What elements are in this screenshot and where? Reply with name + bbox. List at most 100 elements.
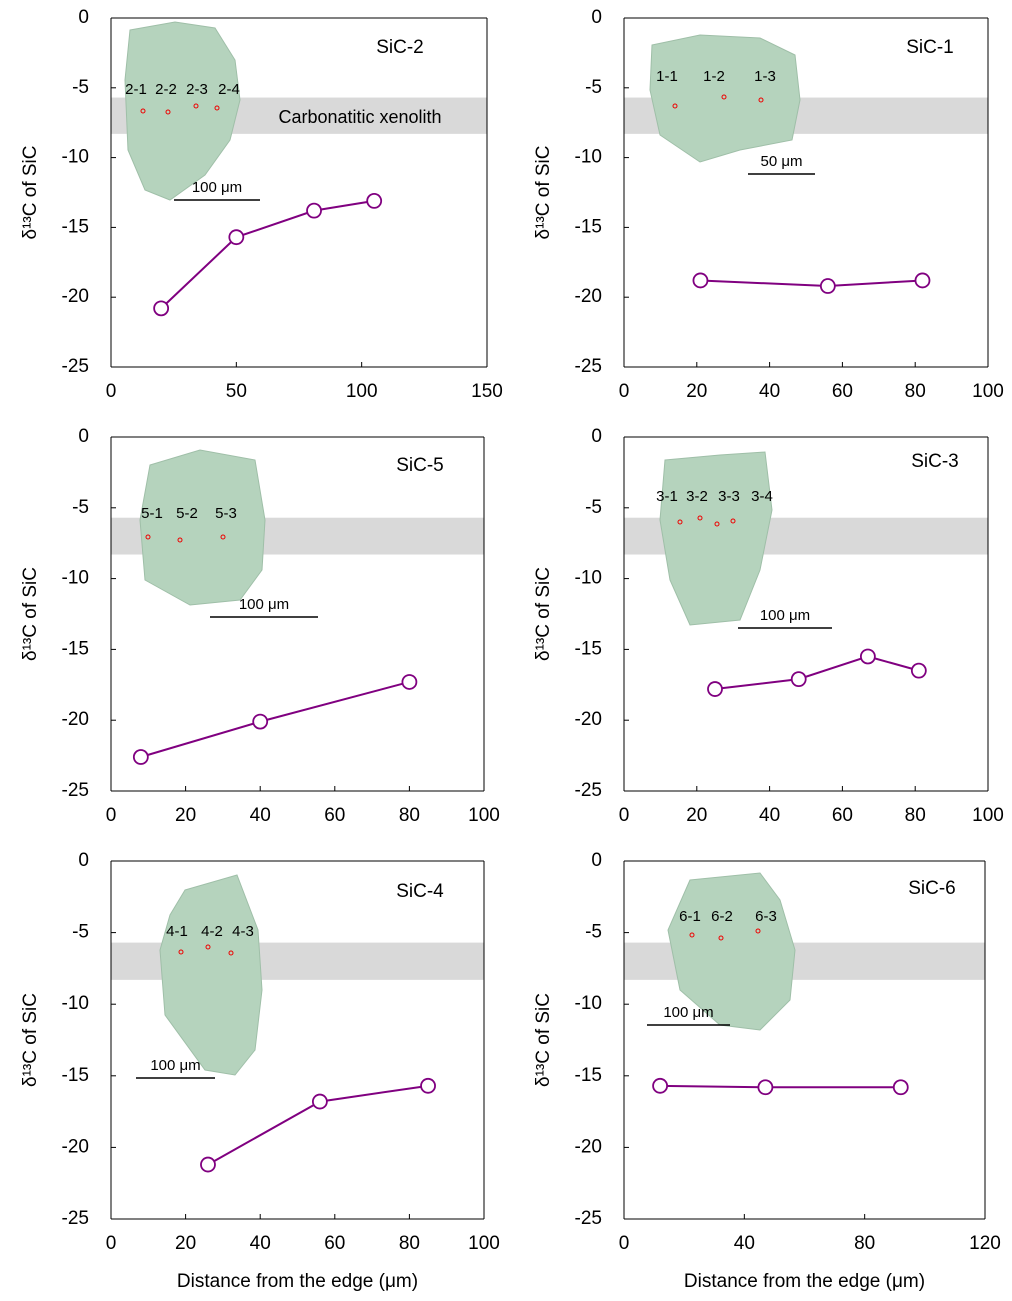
data-point	[892, 1079, 909, 1096]
spot-label: 1-3	[754, 68, 776, 85]
x-tick-label: 0	[106, 1233, 117, 1254]
data-point	[306, 202, 322, 219]
spot-label: 4-1	[166, 923, 188, 940]
grain-image	[667, 872, 796, 1031]
data-point	[790, 671, 807, 688]
x-tick-label: 0	[619, 1233, 630, 1254]
data-point	[757, 1079, 774, 1096]
y-tick-label: -20	[62, 286, 89, 307]
data-point	[132, 749, 149, 765]
analysis-spot	[214, 105, 220, 111]
scale-bar-label: 100 μm	[150, 1057, 200, 1074]
data-point	[910, 662, 927, 679]
spot-label: 6-3	[755, 908, 777, 925]
y-tick-label: -5	[585, 922, 602, 943]
analysis-spot	[228, 950, 234, 956]
y-tick-label: -20	[575, 1136, 602, 1157]
x-tick-label: 100	[468, 1233, 500, 1254]
x-tick-label: 80	[399, 805, 420, 826]
x-tick-label: 0	[106, 805, 117, 826]
y-tick-label: 0	[591, 426, 602, 447]
data-point	[914, 272, 931, 289]
x-tick-label: 0	[106, 381, 117, 402]
x-tick-label: 40	[759, 381, 780, 402]
y-axis-label: δ¹³C of SiC	[20, 146, 41, 240]
x-axis-label: Distance from the edge (μm)	[177, 1271, 418, 1292]
y-tick-label: -10	[575, 147, 602, 168]
x-axis-label: Distance from the edge (μm)	[684, 1271, 925, 1292]
data-line	[714, 655, 920, 691]
spot-label: 6-1	[679, 908, 701, 925]
analysis-spot	[689, 932, 695, 938]
x-tick-label: 100	[972, 381, 1004, 402]
y-tick-label: -25	[62, 356, 89, 377]
panel-title: SiC-6	[908, 878, 956, 899]
spot-label: 5-1	[141, 505, 163, 522]
data-point	[401, 674, 418, 690]
y-axis-label: δ¹³C of SiC	[533, 567, 554, 661]
analysis-spot	[177, 537, 183, 543]
y-tick-label: -20	[575, 709, 602, 730]
x-tick-label: 40	[250, 1233, 271, 1254]
y-tick-label: -25	[575, 1208, 602, 1229]
analysis-spot	[677, 519, 683, 525]
y-axis-label: δ¹³C of SiC	[533, 146, 554, 240]
scale-bar-label: 100 μm	[760, 607, 810, 624]
x-tick-label: 60	[324, 1233, 345, 1254]
y-tick-label: -15	[575, 216, 602, 237]
x-tick-label: 40	[250, 805, 271, 826]
data-point	[252, 713, 269, 730]
panel-title: SiC-4	[396, 881, 444, 902]
y-tick-label: -15	[62, 638, 89, 659]
y-tick-label: -15	[575, 1065, 602, 1086]
x-tick-label: 80	[399, 1233, 420, 1254]
analysis-spot	[714, 521, 720, 527]
y-axis-label: δ¹³C of SiC	[20, 567, 41, 661]
y-tick-label: 0	[78, 7, 89, 28]
data-point	[366, 192, 383, 209]
y-tick-label: 0	[78, 850, 89, 871]
x-tick-label: 40	[759, 805, 780, 826]
y-tick-label: -20	[575, 286, 602, 307]
y-tick-label: -15	[575, 638, 602, 659]
y-tick-label: -15	[62, 1065, 89, 1086]
analysis-spot	[755, 928, 761, 934]
y-tick-label: -10	[62, 147, 89, 168]
spot-label: 5-3	[215, 505, 237, 522]
analysis-spot	[758, 97, 764, 103]
analysis-spot	[718, 935, 724, 941]
y-tick-label: -25	[62, 780, 89, 801]
x-tick-label: 40	[734, 1233, 755, 1254]
grain-image	[139, 449, 266, 606]
panel-title: SiC-3	[911, 451, 959, 472]
x-tick-label: 60	[324, 805, 345, 826]
spot-label: 3-2	[686, 488, 708, 505]
scale-bar-label: 50 μm	[761, 153, 803, 170]
analysis-spot	[672, 103, 678, 109]
panel-title: SiC-5	[396, 455, 444, 476]
x-tick-label: 60	[832, 381, 853, 402]
y-tick-label: -5	[585, 497, 602, 518]
data-point	[859, 648, 876, 665]
spot-label: 4-2	[201, 923, 223, 940]
grain-image	[659, 451, 773, 626]
y-tick-label: -10	[575, 993, 602, 1014]
x-tick-label: 20	[175, 805, 196, 826]
analysis-spot	[721, 94, 727, 100]
y-tick-label: -25	[62, 1208, 89, 1229]
y-tick-label: -10	[62, 993, 89, 1014]
analysis-spot	[145, 534, 151, 540]
grain-image	[124, 21, 241, 201]
x-tick-label: 50	[226, 381, 247, 402]
spot-label: 2-3	[186, 81, 208, 98]
data-point	[200, 1156, 216, 1173]
y-tick-label: 0	[591, 7, 602, 28]
spot-label: 4-3	[232, 923, 254, 940]
spot-label: 2-4	[218, 81, 240, 98]
spot-label: 5-2	[176, 505, 198, 522]
spot-label: 3-3	[718, 488, 740, 505]
spot-label: 2-2	[155, 81, 177, 98]
x-tick-label: 100	[468, 805, 500, 826]
y-tick-label: -25	[575, 356, 602, 377]
